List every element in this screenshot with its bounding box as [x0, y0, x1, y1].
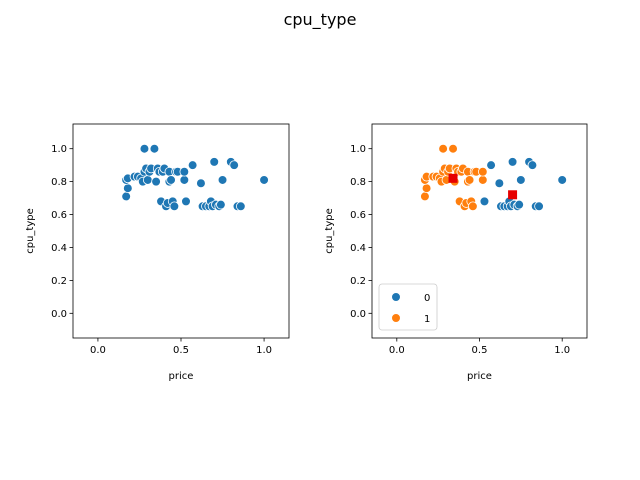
centroid-marker [448, 173, 458, 183]
x-tick-label: 0.5 [173, 345, 189, 356]
data-point-series-0 [507, 157, 518, 167]
data-point-series-1 [478, 175, 488, 185]
y-axis-label: cpu_type [25, 208, 36, 254]
data-point-series-1 [438, 143, 448, 154]
data-point-series-0 [216, 199, 226, 210]
legend-marker [391, 313, 401, 323]
x-axis-label: price [467, 371, 492, 382]
x-axis-label: price [169, 371, 194, 382]
x-tick-label: 0.0 [389, 345, 405, 356]
legend: 01 [378, 283, 438, 331]
data-point-series-1 [448, 143, 458, 154]
centroid-marker [508, 190, 518, 200]
data-point-series-0 [166, 175, 176, 185]
chart-panel-2: 0.0 0.5 1.0 0.0 0.2 0.4 0.6 0.8 1.0 price cpu_type… [324, 123, 588, 382]
data-point-series-0 [486, 160, 496, 170]
x-tick-label: 0.0 [90, 345, 106, 356]
data-point-series-1 [420, 191, 430, 202]
data-point-series-0 [229, 160, 239, 170]
data-point-series-0 [151, 176, 161, 187]
y-tick-label: 0.4 [350, 243, 366, 254]
data-point-series-0 [123, 183, 133, 194]
y-tick-label: 0.4 [51, 243, 67, 254]
data-point-series-0 [187, 160, 198, 170]
data-point-series-0 [169, 201, 180, 212]
legend-label: 1 [424, 314, 430, 325]
data-point-series-0 [209, 157, 220, 167]
chart-panel-1: 0.0 0.5 1.0 0.0 0.2 0.4 0.6 0.8 1.0 price cpu_type [25, 123, 290, 382]
data-point-series-1 [421, 183, 432, 194]
data-point-series-0 [181, 196, 191, 207]
legend-label: 0 [424, 293, 430, 304]
data-point-series-0 [527, 160, 538, 170]
data-point-series-1 [464, 175, 475, 185]
data-point-series-0 [179, 166, 190, 177]
y-axis-label: cpu_type [324, 208, 335, 254]
y-tick-label: 0.0 [350, 309, 366, 320]
y-tick-label: 0.0 [51, 309, 67, 320]
plot-frame [371, 123, 588, 339]
data-point-series-0 [179, 175, 190, 185]
data-point-series-1 [468, 201, 478, 212]
y-tick-label: 0.8 [350, 177, 366, 188]
data-point-series-0 [516, 175, 526, 185]
data-point-series-0 [259, 175, 269, 185]
legend-marker [391, 292, 401, 302]
data-point-series-0 [149, 143, 160, 154]
y-tick-label: 0.2 [51, 276, 67, 287]
data-point-series-0 [236, 201, 246, 212]
data-point-series-0 [217, 175, 228, 185]
data-point-series-0 [534, 201, 544, 212]
data-point-series-0 [514, 199, 524, 210]
data-point-series-0 [494, 178, 505, 189]
data-point-series-0 [121, 191, 131, 202]
data-point-series-1 [478, 166, 488, 177]
y-tick-label: 0.8 [51, 177, 67, 188]
figure-suptitle: cpu_type [284, 10, 357, 30]
x-tick-label: 1.0 [554, 345, 570, 356]
data-point-series-0 [196, 178, 206, 189]
data-point-series-0 [139, 143, 150, 154]
y-tick-label: 0.6 [51, 210, 67, 221]
y-tick-label: 1.0 [51, 144, 67, 155]
x-tick-label: 0.5 [472, 345, 488, 356]
y-tick-label: 0.2 [350, 276, 366, 287]
x-tick-label: 1.0 [256, 345, 272, 356]
data-point-series-0 [479, 196, 490, 207]
y-tick-label: 1.0 [350, 144, 366, 155]
data-point-series-0 [142, 175, 153, 185]
data-point-series-0 [557, 175, 567, 185]
y-tick-label: 0.6 [350, 210, 366, 221]
plot-frame [72, 123, 290, 339]
